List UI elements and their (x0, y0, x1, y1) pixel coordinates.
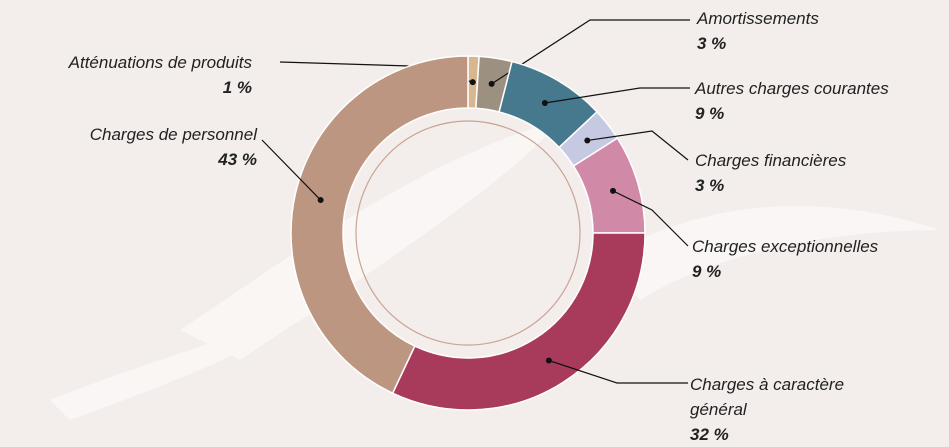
category-name: Amortissements (697, 6, 819, 31)
value-label: 1 % (69, 75, 252, 100)
value-label: 32 % (690, 422, 890, 447)
leader-dot (489, 81, 495, 87)
category-name: Charges financières (695, 148, 846, 173)
value-label: 43 % (90, 147, 257, 172)
category-name: Charges à caractère général (690, 372, 890, 422)
category-name: Charges de personnel (90, 122, 257, 147)
category-name: Autres charges courantes (695, 76, 889, 101)
category-name: Charges exceptionnelles (692, 234, 878, 259)
donut-slice (393, 233, 645, 410)
leader-dot (542, 100, 548, 106)
value-label: 3 % (695, 173, 846, 198)
leader-dot (470, 79, 476, 85)
leader-dot (610, 188, 616, 194)
value-label: 9 % (692, 259, 878, 284)
value-label: 3 % (697, 31, 819, 56)
leader-dot (318, 197, 324, 203)
leader-dot (584, 137, 590, 143)
chart: Atténuations de produits1 % Amortissement… (0, 0, 949, 447)
leader-dot (546, 357, 552, 363)
category-name: Atténuations de produits (69, 50, 252, 75)
value-label: 9 % (695, 101, 889, 126)
